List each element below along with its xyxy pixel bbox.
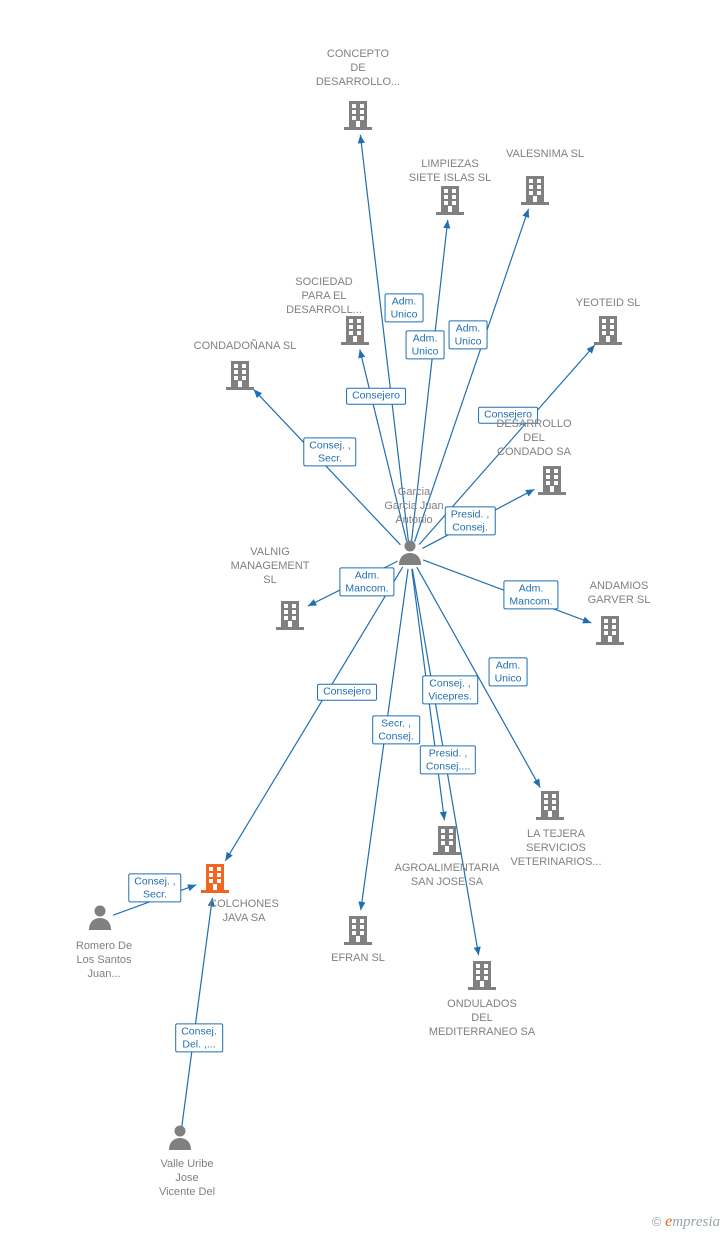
edge-line xyxy=(360,135,408,541)
copyright: © empresia xyxy=(652,1213,720,1231)
edge-label: Adm. Mancom. xyxy=(339,567,394,596)
building-icon[interactable] xyxy=(201,864,229,893)
edge-label: Adm. Unico xyxy=(385,293,424,322)
edge-label: Consej. , Secr. xyxy=(128,873,181,902)
building-icon[interactable] xyxy=(538,466,566,495)
edge-label: Consej. , Vicepres. xyxy=(422,675,478,704)
graph-svg xyxy=(0,0,728,1235)
building-icon[interactable] xyxy=(594,316,622,345)
edge-label: Adm. Unico xyxy=(489,657,528,686)
edge-label: Consej. Del. ,... xyxy=(175,1023,223,1052)
edge-line xyxy=(254,390,401,545)
building-icon[interactable] xyxy=(596,616,624,645)
building-icon[interactable] xyxy=(468,961,496,990)
building-icon[interactable] xyxy=(436,186,464,215)
edge-label: Adm. Unico xyxy=(449,320,488,349)
copyright-rest: mpresia xyxy=(672,1214,720,1230)
edge-line xyxy=(182,898,212,1126)
edge-label: Consejero xyxy=(317,684,377,701)
copyright-symbol: © xyxy=(652,1214,662,1229)
edge-line xyxy=(415,209,529,542)
edge-label: Consejero xyxy=(478,407,538,424)
person-icon[interactable] xyxy=(169,1126,191,1151)
building-icon[interactable] xyxy=(521,176,549,205)
building-icon[interactable] xyxy=(344,101,372,130)
edge-line xyxy=(360,349,407,541)
person-icon[interactable] xyxy=(399,541,421,566)
edge-label: Adm. Mancom. xyxy=(503,580,558,609)
edge-label: Presid. , Consej.... xyxy=(420,745,476,774)
person-icon[interactable] xyxy=(89,906,111,931)
building-icon[interactable] xyxy=(226,361,254,390)
edge-line xyxy=(225,567,402,861)
edge-label: Secr. , Consej. xyxy=(372,715,420,744)
building-icon[interactable] xyxy=(341,316,369,345)
edge-label: Adm. Unico xyxy=(406,330,445,359)
building-icon[interactable] xyxy=(536,791,564,820)
building-icon[interactable] xyxy=(344,916,372,945)
edge-label: Consej. , Secr. xyxy=(303,437,356,466)
edge-line xyxy=(412,220,448,541)
building-icon[interactable] xyxy=(276,601,304,630)
edge-label: Presid. , Consej. xyxy=(445,506,496,535)
edge-label: Consejero xyxy=(346,388,406,405)
